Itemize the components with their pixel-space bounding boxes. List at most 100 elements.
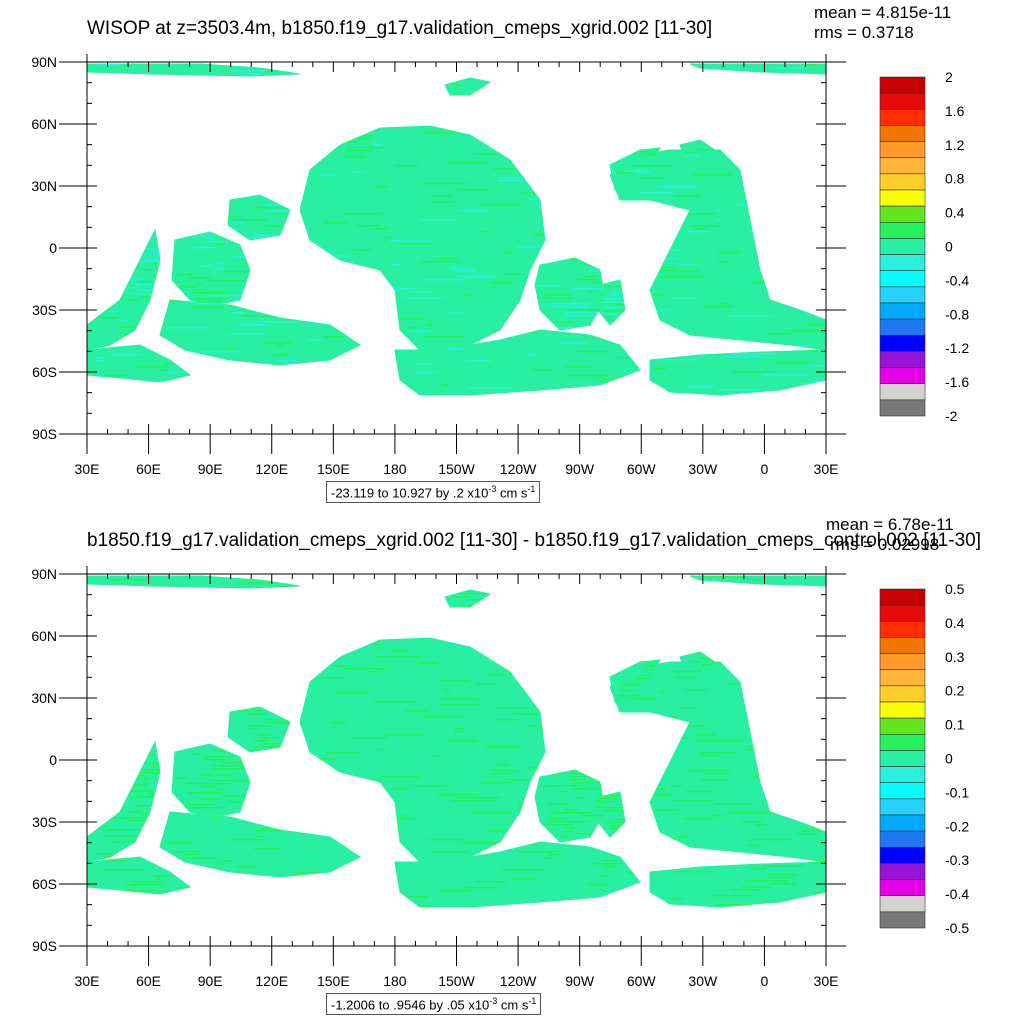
ocean-texture xyxy=(177,744,250,817)
texture-stroke xyxy=(412,330,430,332)
texture-stroke xyxy=(389,650,408,652)
texture-stroke xyxy=(410,785,447,787)
texture-stroke xyxy=(166,842,195,844)
colorbar-box xyxy=(879,846,926,864)
texture-stroke xyxy=(240,73,262,75)
texture-stroke xyxy=(658,276,702,278)
colorbar-label: -0.2 xyxy=(945,818,969,834)
texture-stroke xyxy=(373,144,381,146)
x-tick-label: 150W xyxy=(438,461,475,477)
texture-stroke xyxy=(670,785,683,787)
texture-stroke xyxy=(419,219,457,221)
texture-stroke xyxy=(601,795,623,797)
texture-stroke xyxy=(600,801,616,803)
texture-stroke xyxy=(208,295,249,297)
y-tick-label: 60N xyxy=(31,628,57,644)
texture-stroke xyxy=(344,668,387,670)
texture-stroke xyxy=(705,576,745,578)
texture-stroke xyxy=(570,782,601,784)
texture-stroke xyxy=(375,186,388,188)
x-tick-label: 0 xyxy=(761,461,769,477)
texture-stroke xyxy=(108,311,117,313)
texture-stroke xyxy=(353,249,372,251)
texture-stroke xyxy=(214,863,226,865)
texture-stroke xyxy=(801,830,819,832)
texture-stroke xyxy=(265,204,279,206)
texture-stroke xyxy=(710,815,725,817)
texture-stroke xyxy=(539,785,582,787)
texture-stroke xyxy=(576,797,587,799)
colorbar-box xyxy=(879,173,926,191)
texture-stroke xyxy=(255,836,262,838)
x-tick-label: 90W xyxy=(565,973,595,989)
texture-stroke xyxy=(572,288,605,290)
range-note: -23.119 to 10.927 by .2 x10-3 cm s-1 xyxy=(326,481,541,504)
texture-stroke xyxy=(821,797,826,799)
texture-stroke xyxy=(464,294,471,296)
texture-stroke xyxy=(506,779,532,781)
ocean-region xyxy=(444,77,492,96)
texture-stroke xyxy=(436,794,478,796)
texture-stroke xyxy=(690,225,720,227)
texture-stroke xyxy=(745,880,789,882)
texture-stroke xyxy=(203,759,226,761)
texture-stroke xyxy=(546,773,588,775)
texture-stroke xyxy=(572,279,598,281)
texture-stroke xyxy=(326,752,360,754)
texture-stroke xyxy=(643,669,660,671)
texture-stroke xyxy=(698,149,710,151)
texture-stroke xyxy=(639,151,655,153)
colorbar-box xyxy=(879,911,926,929)
texture-stroke xyxy=(136,805,156,807)
map-chart: 30E 60E 90E 120E 150E 180 150W 120W 90W 60W 30W 0 30… xyxy=(31,54,969,477)
texture-stroke xyxy=(356,225,380,227)
texture-stroke xyxy=(378,749,386,751)
texture-stroke xyxy=(519,851,562,853)
texture-stroke xyxy=(342,156,365,158)
texture-stroke xyxy=(91,357,105,359)
texture-stroke xyxy=(104,835,139,837)
texture-stroke xyxy=(259,737,281,739)
x-tick-label: 90E xyxy=(198,973,223,989)
texture-stroke xyxy=(687,231,711,233)
texture-stroke xyxy=(803,64,818,66)
texture-stroke xyxy=(213,780,249,782)
texture-stroke xyxy=(308,339,319,341)
texture-stroke xyxy=(431,195,453,197)
texture-stroke xyxy=(209,280,250,282)
texture-stroke xyxy=(455,189,490,191)
texture-stroke xyxy=(323,222,348,224)
texture-stroke xyxy=(498,180,533,182)
texture-stroke xyxy=(197,265,213,267)
texture-stroke xyxy=(702,306,733,308)
texture-stroke xyxy=(237,582,274,584)
ocean-region xyxy=(649,861,827,908)
texture-stroke xyxy=(257,734,271,736)
texture-stroke xyxy=(490,282,513,284)
x-tick-label: 150E xyxy=(317,973,350,989)
colorbar-box xyxy=(879,399,926,417)
y-tick-label: 60S xyxy=(32,364,57,380)
texture-stroke xyxy=(138,290,160,292)
y-tick-label: 90N xyxy=(31,566,57,582)
texture-stroke xyxy=(813,380,826,382)
texture-stroke xyxy=(442,384,449,386)
texture-stroke xyxy=(200,786,219,788)
colorbar-box xyxy=(879,782,926,800)
texture-stroke xyxy=(691,174,733,176)
texture-stroke xyxy=(709,895,755,897)
x-tick-label: 150W xyxy=(438,973,475,989)
texture-stroke xyxy=(709,662,727,664)
texture-stroke xyxy=(264,342,293,344)
texture-stroke xyxy=(473,153,504,155)
texture-stroke xyxy=(460,887,500,889)
texture-stroke xyxy=(187,301,223,303)
texture-stroke xyxy=(604,860,617,862)
colorbar-box xyxy=(879,286,926,304)
texture-stroke xyxy=(683,689,709,691)
texture-stroke xyxy=(235,324,268,326)
y-tick-label: 30N xyxy=(31,178,57,194)
texture-stroke xyxy=(199,774,234,776)
texture-stroke xyxy=(548,327,584,329)
texture-stroke xyxy=(740,821,764,823)
